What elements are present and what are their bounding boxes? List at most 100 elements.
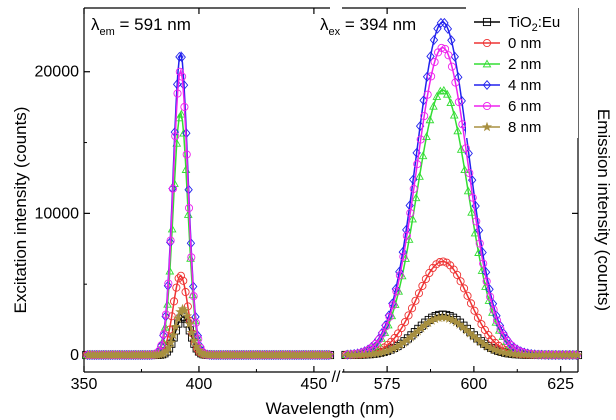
data-point [440, 44, 450, 53]
data-point [475, 239, 484, 248]
legend-background [466, 6, 578, 138]
data-point [324, 349, 335, 360]
data-point [401, 254, 411, 262]
data-point [463, 186, 473, 195]
data-point [460, 284, 469, 293]
y-tick-label: 10000 [35, 205, 80, 222]
x-axis-label: Wavelength (nm) [266, 399, 395, 418]
data-point [172, 312, 183, 323]
legend-label: 2 nm [508, 56, 541, 73]
series-line [84, 316, 330, 356]
data-point [159, 330, 168, 339]
data-point [177, 52, 186, 63]
data-point [420, 111, 429, 121]
data-point [404, 311, 413, 320]
data-point [175, 67, 184, 76]
data-point [170, 297, 179, 306]
data-point [458, 120, 467, 129]
data-point [443, 23, 453, 34]
series-8-nm [83, 303, 583, 360]
data-series-group [82, 17, 583, 361]
data-point [156, 341, 166, 352]
data-point [463, 291, 472, 300]
data-point [375, 335, 384, 344]
data-point [454, 97, 463, 107]
data-point [189, 292, 198, 301]
data-point [482, 38, 492, 48]
data-point [466, 299, 476, 308]
data-point [442, 89, 452, 98]
data-point [178, 72, 187, 81]
data-point [187, 253, 196, 262]
data-point [176, 271, 186, 280]
legend-item: 8 nm [474, 119, 541, 136]
data-point [430, 57, 439, 67]
x-tick-label: 600 [461, 376, 488, 393]
data-point [429, 101, 438, 110]
x-tick-label: 450 [301, 376, 328, 393]
data-point [388, 301, 397, 310]
data-point [395, 271, 404, 280]
data-point [184, 203, 194, 213]
data-point [422, 132, 431, 140]
legend-label: 6 nm [508, 98, 541, 115]
data-point [166, 236, 175, 245]
data-point [172, 283, 181, 292]
axis-break-symbol: // [332, 369, 341, 386]
data-point [453, 270, 462, 279]
data-point [479, 259, 488, 268]
legend-item: 6 nm [474, 98, 541, 115]
series-line [84, 67, 330, 356]
panel-frame-excitation [83, 7, 330, 373]
data-point [454, 72, 463, 83]
data-point [477, 320, 486, 329]
data-point [449, 110, 459, 119]
data-point [414, 289, 423, 298]
data-point [179, 276, 188, 285]
data-point [181, 287, 190, 297]
series-line [84, 274, 330, 356]
data-point [163, 342, 174, 353]
data-point [408, 214, 417, 223]
data-point [447, 62, 456, 71]
data-point [493, 316, 502, 325]
data-point [423, 90, 432, 99]
annotation-lambda-ex: λex = 394 nm [320, 15, 416, 38]
data-point [427, 72, 436, 81]
annotation-lambda-em: λem = 591 nm [91, 15, 191, 38]
data-point [439, 85, 449, 94]
series-line [84, 110, 330, 356]
data-point [426, 51, 435, 62]
data-point [411, 296, 420, 305]
data-point [407, 304, 417, 313]
data-point [164, 279, 173, 288]
data-point [481, 121, 493, 132]
data-point [413, 160, 422, 169]
data-point [399, 252, 408, 261]
data-point [191, 341, 202, 351]
legend-item: TiO2:Eu [474, 14, 560, 34]
data-point [381, 322, 391, 331]
data-point [418, 281, 427, 290]
data-point [421, 274, 430, 284]
data-point [415, 171, 424, 180]
data-point [182, 150, 191, 159]
data-point [401, 317, 410, 327]
data-point [436, 17, 446, 28]
legend: TiO2:Eu0 nm 2 nm 4 nm 6 nm 8 nm [466, 6, 578, 138]
data-point [468, 193, 477, 202]
data-point [453, 126, 463, 135]
data-point [184, 318, 195, 329]
data-point [465, 169, 474, 178]
data-point [416, 135, 425, 144]
x-tick-label: 625 [547, 376, 574, 393]
data-point [402, 231, 411, 240]
data-point [482, 277, 491, 286]
data-point [167, 312, 176, 321]
data-point [461, 144, 470, 153]
y-tick-label: 0 [70, 347, 79, 364]
data-point [188, 290, 198, 299]
data-point [470, 306, 479, 315]
data-point [470, 228, 480, 237]
